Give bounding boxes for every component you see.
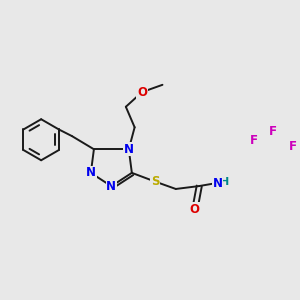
Text: F: F	[250, 134, 258, 147]
Text: H: H	[220, 177, 230, 187]
Text: O: O	[137, 85, 147, 99]
Text: F: F	[289, 140, 297, 153]
Text: S: S	[151, 175, 160, 188]
Text: F: F	[268, 125, 277, 138]
Text: N: N	[86, 167, 96, 179]
Text: N: N	[124, 143, 134, 156]
Text: N: N	[213, 177, 223, 190]
Text: N: N	[106, 180, 116, 193]
Text: O: O	[190, 203, 200, 216]
